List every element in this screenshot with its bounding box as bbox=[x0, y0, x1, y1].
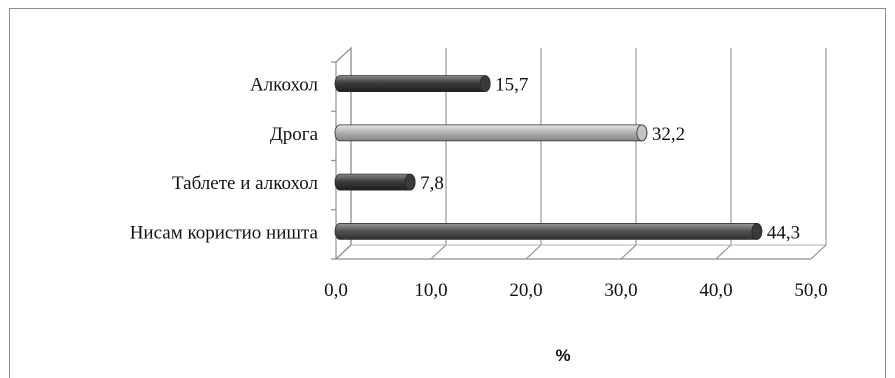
bar-end-cap bbox=[636, 124, 648, 142]
x-tick-label: 10,0 bbox=[414, 280, 447, 301]
chart-frame bbox=[9, 8, 886, 378]
floor-gridline bbox=[525, 244, 542, 260]
x-tick-label: 30,0 bbox=[604, 280, 637, 301]
floor-gridline bbox=[715, 244, 732, 260]
data-label: 7,8 bbox=[420, 173, 444, 194]
bar-end-cap bbox=[479, 75, 491, 93]
bar-chart: 0,0 10,0 20,0 30,0 40,0 50,0 Алкохол 15,7 Дрога 3… bbox=[130, 46, 828, 365]
x-axis-title: % bbox=[555, 346, 570, 365]
category-label: Таблете и алкохол bbox=[172, 173, 318, 194]
floor-gridline bbox=[810, 244, 827, 260]
bar bbox=[334, 222, 763, 240]
x-tick-label: 40,0 bbox=[699, 280, 732, 301]
bar bbox=[334, 124, 648, 142]
x-tick-label: 50,0 bbox=[794, 280, 827, 301]
data-label: 44,3 bbox=[767, 222, 800, 243]
bar bbox=[334, 173, 416, 191]
labels: 0,0 10,0 20,0 30,0 40,0 50,0 Алкохол 15,7 Дрога 3… bbox=[130, 75, 828, 301]
category-label: Нисам користио ништа bbox=[130, 222, 319, 243]
bar bbox=[334, 75, 491, 93]
x-tick-label: 0,0 bbox=[324, 280, 348, 301]
data-label: 15,7 bbox=[495, 75, 528, 96]
x-tick-label: 20,0 bbox=[509, 280, 542, 301]
category-label: Алкохол bbox=[250, 75, 319, 96]
axes bbox=[331, 46, 826, 261]
category-label: Дрога bbox=[270, 124, 319, 145]
data-label: 32,2 bbox=[652, 124, 685, 145]
bar-end-cap bbox=[404, 173, 416, 191]
floor-gridline bbox=[620, 244, 637, 260]
floor-gridline bbox=[430, 244, 447, 260]
bars bbox=[334, 75, 763, 240]
bar-end-cap bbox=[751, 222, 763, 240]
